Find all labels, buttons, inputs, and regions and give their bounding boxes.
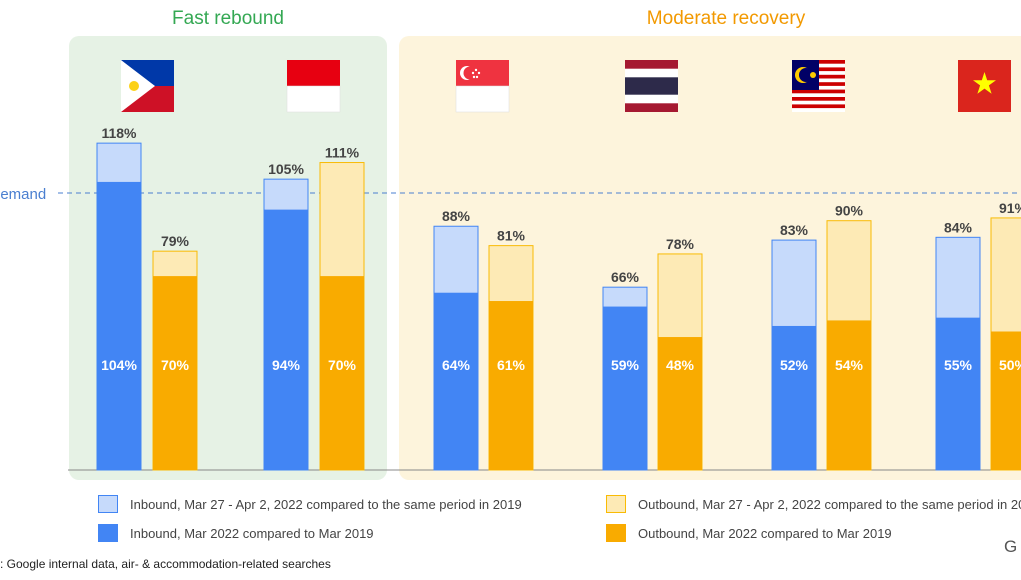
label-inbound-week-vietnam: 84% [944,219,973,235]
label-inbound-month-philippines: 104% [101,357,137,373]
legend-swatch-outbound-week [606,495,626,513]
bar-outbound-month-singapore [489,301,533,470]
label-inbound-month-singapore: 64% [442,357,471,373]
label-outbound-week-vietnam: 91% [999,200,1021,216]
label-outbound-week-malaysia: 90% [835,203,864,219]
label-inbound-week-malaysia: 83% [780,222,809,238]
label-outbound-week-philippines: 79% [161,233,190,249]
legend-item-inbound-month: Inbound, Mar 2022 compared to Mar 2019 [98,524,374,542]
label-outbound-week-singapore: 81% [497,228,526,244]
indonesia-flag-icon [286,60,341,113]
bars-layer: 118% 79% 104% 70% 105% 111% 94% 70% 88% 81% 64% 61%… [96,125,1021,471]
group-title-fast-rebound: Fast rebound [172,8,284,29]
vietnam-flag-icon [958,60,1011,112]
legend-item-outbound-week: Outbound, Mar 27 - Apr 2, 2022 compared … [606,495,1021,513]
bar-inbound-month-thailand [603,306,647,470]
legend-swatch-outbound-month [606,524,626,542]
legend-swatch-inbound-month [98,524,118,542]
legend-swatch-inbound-week [98,495,118,513]
label-outbound-month-malaysia: 54% [835,357,864,373]
label-inbound-week-singapore: 88% [442,208,471,224]
bar-outbound-month-thailand [658,337,702,470]
philippines-flag-icon [121,60,174,112]
brand-logo-fragment: G [1004,537,1018,556]
bar-inbound-month-singapore [434,292,478,470]
bar-inbound-month-vietnam [936,317,980,470]
label-inbound-week-thailand: 66% [611,269,640,285]
bar-inbound-month-indonesia [264,209,308,470]
demand-baseline-label: demand [0,186,46,203]
bar-outbound-month-indonesia [320,276,364,470]
bar-outbound-month-vietnam [991,331,1021,470]
label-outbound-month-indonesia: 70% [328,357,357,373]
label-inbound-month-thailand: 59% [611,357,640,373]
source-note: : Google internal data, air- & accommoda… [0,557,331,571]
label-inbound-month-malaysia: 52% [780,357,809,373]
bar-inbound-month-philippines [97,181,141,471]
legend-label-outbound-week: Outbound, Mar 27 - Apr 2, 2022 compared … [638,496,1021,512]
label-inbound-month-vietnam: 55% [944,357,973,373]
label-outbound-week-thailand: 78% [666,236,695,252]
legend-label-inbound-month: Inbound, Mar 2022 compared to Mar 2019 [130,525,374,541]
legend-item-inbound-week: Inbound, Mar 27 - Apr 2, 2022 compared t… [98,495,522,513]
group-title-moderate-recovery: Moderate recovery [647,8,806,29]
label-outbound-week-indonesia: 111% [325,145,360,161]
singapore-flag-icon [455,60,510,113]
legend-label-inbound-week: Inbound, Mar 27 - Apr 2, 2022 compared t… [130,496,522,512]
bar-outbound-month-malaysia [827,320,871,470]
label-outbound-month-vietnam: 50% [999,357,1021,373]
label-outbound-month-thailand: 48% [666,357,695,373]
label-outbound-month-philippines: 70% [161,357,190,373]
bar-outbound-month-philippines [153,276,197,470]
label-inbound-month-indonesia: 94% [272,357,301,373]
legend-label-outbound-month: Outbound, Mar 2022 compared to Mar 2019 [638,525,892,541]
label-outbound-month-singapore: 61% [497,357,526,373]
label-inbound-week-indonesia: 105% [268,161,304,177]
malaysia-flag-icon [792,60,845,112]
thailand-flag-icon [625,60,678,112]
legend-item-outbound-month: Outbound, Mar 2022 compared to Mar 2019 [606,524,892,542]
label-inbound-week-philippines: 118% [101,125,137,141]
bar-inbound-month-malaysia [772,325,816,470]
